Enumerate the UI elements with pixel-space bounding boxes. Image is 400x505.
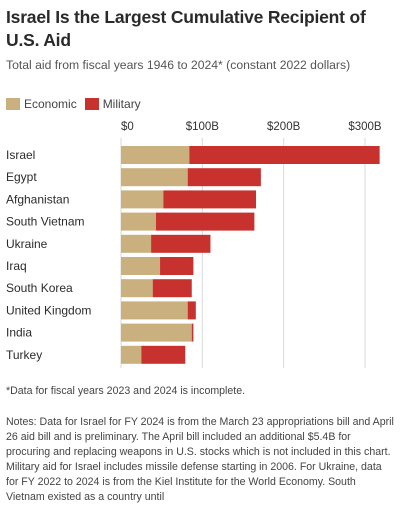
bar-military-iraq: [160, 257, 194, 275]
bar-military-india: [191, 323, 194, 342]
bar-military-afghanistan: [163, 190, 257, 209]
x-tick-label: $100B: [186, 121, 220, 133]
legend-swatch-military: [84, 98, 99, 110]
category-label: Egypt: [6, 170, 37, 184]
category-label: Israel: [6, 148, 35, 162]
category-label: South Korea: [6, 281, 73, 295]
notes-text: Notes: Data for Israel for FY 2024 is fr…: [6, 416, 394, 503]
bar-economic-egypt: [121, 168, 188, 187]
category-label: Afghanistan: [6, 192, 69, 206]
category-label: United Kingdom: [6, 303, 91, 317]
legend-label-military: Military: [102, 97, 141, 111]
bar-economic-iraq: [121, 257, 161, 275]
category-label: India: [6, 326, 32, 340]
legend-item-military: Military: [84, 97, 141, 111]
x-tick-label: $200B: [267, 121, 301, 133]
bar-economic-united-kingdom: [121, 301, 188, 320]
bar-military-south-korea: [152, 279, 192, 298]
chart-subtitle: Total aid from fiscal years 1946 to 2024…: [6, 58, 351, 72]
bar-economic-india: [121, 323, 192, 342]
category-label: South Vietnam: [6, 215, 85, 229]
bar-economic-israel: [121, 146, 190, 164]
x-tick-label: $300B: [348, 121, 382, 133]
category-label: Iraq: [6, 259, 27, 273]
bar-economic-ukraine: [121, 234, 152, 253]
chart-title: Israel Is the Largest Cumulative Recipie…: [6, 7, 366, 50]
category-label: Ukraine: [6, 237, 48, 251]
bar-military-turkey: [141, 345, 186, 364]
category-label: Turkey: [6, 348, 42, 362]
bar-economic-south-vietnam: [121, 212, 156, 231]
legend-label-economic: Economic: [24, 97, 77, 111]
x-tick-label: $0: [121, 121, 134, 133]
bar-economic-turkey: [121, 345, 142, 364]
bar-military-israel: [189, 146, 380, 164]
bar-economic-south-korea: [121, 279, 153, 298]
bar-chart: $0 $100B $200B $300B Israel Egypt Afghanistan S…: [6, 121, 382, 368]
bar-military-egypt: [187, 168, 261, 187]
bar-military-ukraine: [151, 234, 211, 253]
chart-legend: Economic Military: [6, 96, 149, 112]
bar-military-south-vietnam: [155, 212, 255, 231]
footnote: *Data for fiscal years 2023 and 2024 is …: [6, 385, 246, 397]
legend-swatch-economic: [6, 98, 20, 110]
bar-economic-afghanistan: [121, 190, 164, 209]
bar-military-united-kingdom: [187, 301, 196, 320]
legend-item-economic: Economic: [6, 97, 77, 111]
